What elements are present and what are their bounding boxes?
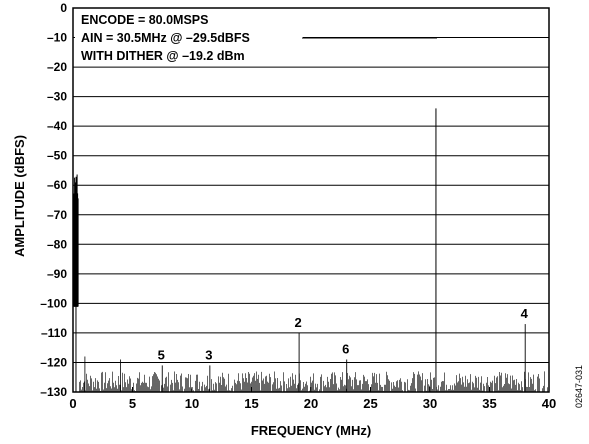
x-tick-label: 15: [244, 396, 258, 411]
harmonic-label: 2: [294, 315, 301, 330]
annotation-encode: ENCODE = 80.0MSPS: [81, 13, 208, 27]
y-tick-label: –40: [47, 119, 67, 133]
y-tick-label: 0: [60, 1, 67, 15]
x-tick-label: 0: [69, 396, 76, 411]
y-tick-label: –50: [47, 149, 67, 163]
harmonic-label: 3: [205, 347, 212, 362]
x-tick-label: 10: [185, 396, 199, 411]
y-tick-label: –60: [47, 178, 67, 192]
y-axis-ticks: 0 –10 –20 –30 –40 –50 –60 –70 –80 –90 –100 –110 –120…: [40, 1, 67, 399]
x-tick-label: 5: [129, 396, 136, 411]
x-axis-title: FREQUENCY (MHz): [251, 423, 371, 438]
figure-id: 02647-031: [574, 365, 584, 408]
annotation-ain: AIN = 30.5MHz @ –29.5dBFS: [81, 31, 250, 45]
dither-spectrum: [73, 174, 79, 392]
x-tick-label: 20: [304, 396, 318, 411]
y-tick-label: –20: [47, 60, 67, 74]
harmonic-labels: 2 3 4 5 6: [158, 306, 529, 362]
y-tick-label: –100: [40, 296, 67, 310]
y-tick-label: –110: [41, 326, 67, 340]
y-tick-label: –90: [47, 267, 67, 281]
y-tick-label: –130: [40, 385, 67, 399]
harmonic-label: 4: [521, 306, 529, 321]
y-axis-title: AMPLITUDE (dBFS): [12, 135, 27, 257]
y-tick-label: –80: [47, 237, 67, 251]
annotation-dither: WITH DITHER @ –19.2 dBm: [81, 49, 245, 63]
y-tick-label: –120: [40, 355, 67, 369]
y-tick-label: –70: [47, 208, 67, 222]
x-tick-label: 30: [423, 396, 437, 411]
x-tick-label: 25: [363, 396, 377, 411]
x-tick-label: 35: [482, 396, 496, 411]
x-tick-label: 40: [542, 396, 556, 411]
grid-lines: [73, 37, 549, 363]
x-axis-ticks: 0 5 10 15 20 25 30 35 40: [69, 387, 556, 411]
harmonic-label: 6: [342, 342, 349, 357]
spectrum-trace: [73, 108, 548, 392]
noise-floor: [79, 371, 548, 392]
y-tick-label: –30: [47, 90, 67, 104]
annotation-background: [75, 10, 303, 64]
y-tick-label: –10: [47, 31, 67, 45]
plot-frame: [72, 7, 550, 393]
harmonic-label: 5: [158, 347, 165, 362]
